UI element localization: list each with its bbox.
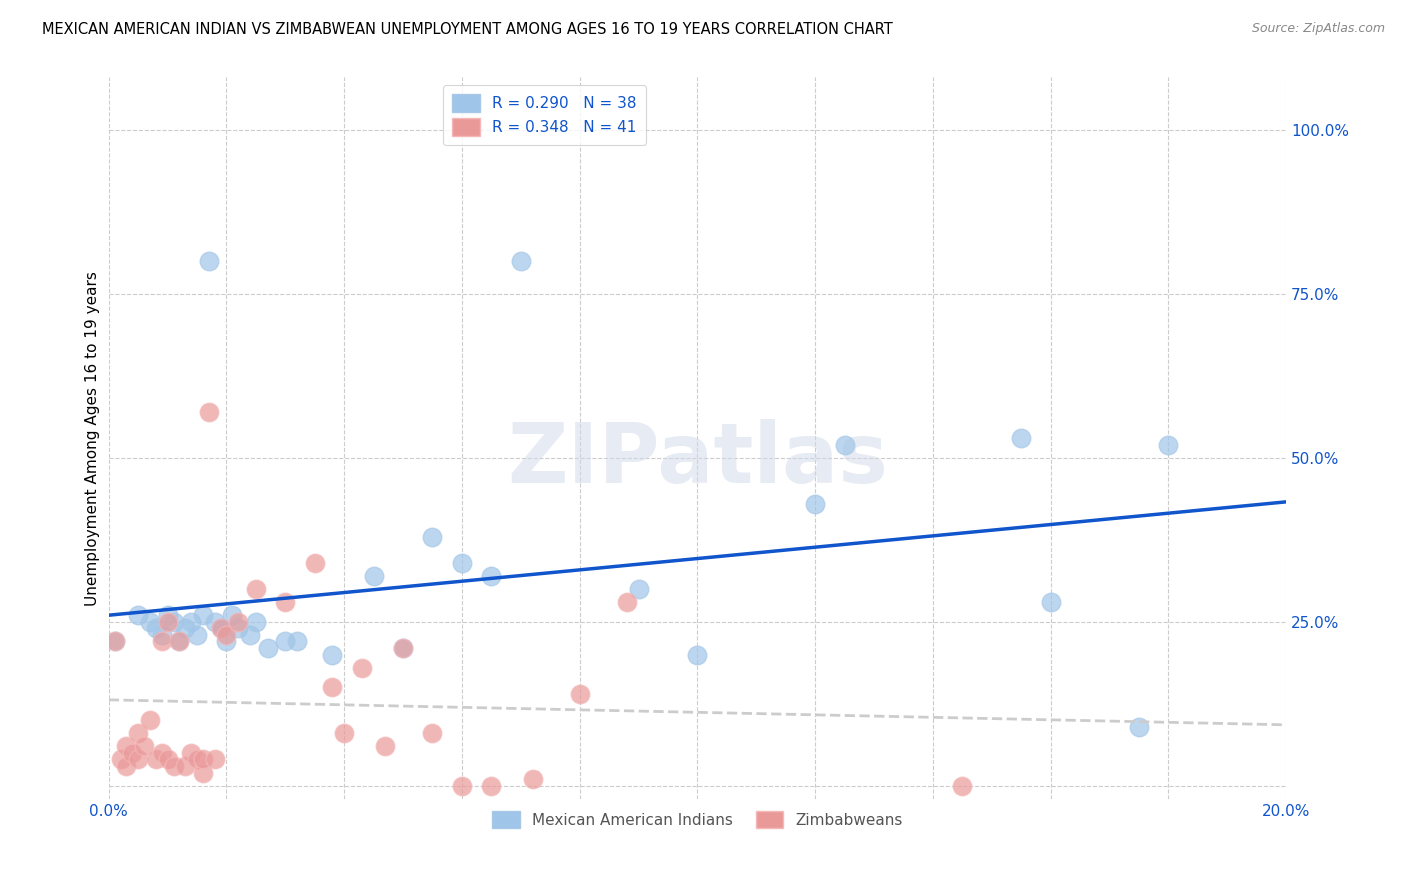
Point <box>162 615 184 629</box>
Point <box>209 621 232 635</box>
Point <box>191 765 214 780</box>
Point <box>204 752 226 766</box>
Point <box>627 582 650 596</box>
Point <box>226 621 249 635</box>
Point <box>115 759 138 773</box>
Point <box>451 556 474 570</box>
Point <box>150 628 173 642</box>
Point <box>127 752 149 766</box>
Point <box>156 608 179 623</box>
Point <box>321 648 343 662</box>
Point <box>392 640 415 655</box>
Point <box>350 661 373 675</box>
Point <box>1039 595 1062 609</box>
Point <box>451 779 474 793</box>
Text: ZIPatlas: ZIPatlas <box>508 419 887 500</box>
Legend: Mexican American Indians, Zimbabweans: Mexican American Indians, Zimbabweans <box>486 805 908 835</box>
Point <box>304 556 326 570</box>
Point <box>132 739 155 754</box>
Point <box>374 739 396 754</box>
Point <box>245 582 267 596</box>
Point <box>162 759 184 773</box>
Y-axis label: Unemployment Among Ages 16 to 19 years: Unemployment Among Ages 16 to 19 years <box>86 270 100 606</box>
Text: MEXICAN AMERICAN INDIAN VS ZIMBABWEAN UNEMPLOYMENT AMONG AGES 16 TO 19 YEARS COR: MEXICAN AMERICAN INDIAN VS ZIMBABWEAN UN… <box>42 22 893 37</box>
Point <box>509 254 531 268</box>
Point <box>616 595 638 609</box>
Point <box>104 634 127 648</box>
Point <box>285 634 308 648</box>
Point <box>221 608 243 623</box>
Point <box>186 628 208 642</box>
Point <box>422 529 444 543</box>
Point <box>127 608 149 623</box>
Point <box>392 640 415 655</box>
Point <box>274 634 297 648</box>
Point <box>198 405 221 419</box>
Point <box>1128 720 1150 734</box>
Point <box>145 752 167 766</box>
Point <box>186 752 208 766</box>
Point <box>145 621 167 635</box>
Point <box>321 681 343 695</box>
Point <box>239 628 262 642</box>
Point <box>150 634 173 648</box>
Point <box>127 726 149 740</box>
Point <box>204 615 226 629</box>
Point <box>209 621 232 635</box>
Point <box>139 615 162 629</box>
Point <box>191 608 214 623</box>
Point <box>121 746 143 760</box>
Point <box>479 779 502 793</box>
Point <box>256 640 278 655</box>
Point <box>215 628 238 642</box>
Point <box>180 615 202 629</box>
Point <box>215 634 238 648</box>
Point <box>1157 438 1180 452</box>
Point <box>333 726 356 740</box>
Point <box>1010 431 1032 445</box>
Text: Source: ZipAtlas.com: Source: ZipAtlas.com <box>1251 22 1385 36</box>
Point <box>110 752 132 766</box>
Point <box>156 615 179 629</box>
Point <box>479 569 502 583</box>
Point <box>150 746 173 760</box>
Point <box>804 497 827 511</box>
Point <box>198 254 221 268</box>
Point <box>274 595 297 609</box>
Point <box>245 615 267 629</box>
Point <box>174 621 197 635</box>
Point <box>226 615 249 629</box>
Point <box>174 759 197 773</box>
Point <box>156 752 179 766</box>
Point <box>363 569 385 583</box>
Point <box>180 746 202 760</box>
Point <box>169 634 191 648</box>
Point <box>115 739 138 754</box>
Point <box>522 772 544 786</box>
Point <box>686 648 709 662</box>
Point <box>139 713 162 727</box>
Point <box>568 687 591 701</box>
Point <box>834 438 856 452</box>
Point <box>104 634 127 648</box>
Point <box>169 634 191 648</box>
Point <box>191 752 214 766</box>
Point <box>950 779 973 793</box>
Point <box>422 726 444 740</box>
